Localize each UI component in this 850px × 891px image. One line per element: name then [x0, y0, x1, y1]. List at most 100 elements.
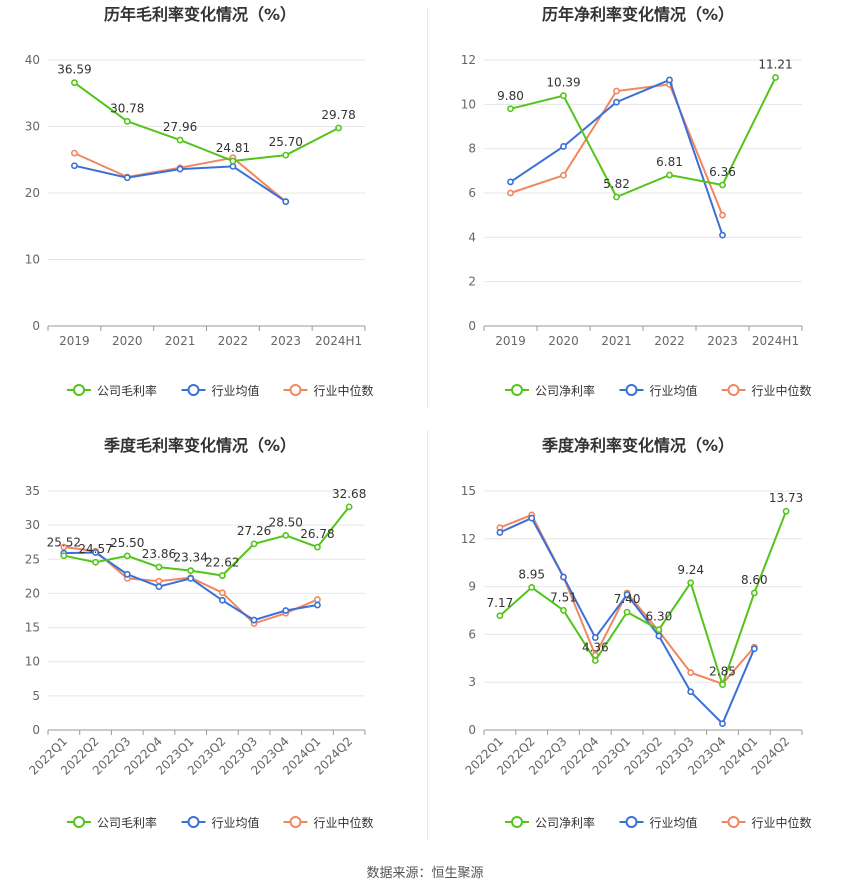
- source-note: 数据来源：恒生聚源: [366, 866, 484, 881]
- data-point: [71, 149, 78, 157]
- legend-item-3: 行业中位数: [721, 383, 812, 398]
- data-point: [218, 572, 226, 579]
- x-tick-label: 2024H1: [315, 334, 362, 348]
- data-label: 24.57: [78, 542, 112, 556]
- data-point: [155, 583, 163, 590]
- data-point: [528, 583, 536, 591]
- data-label: 22.62: [205, 556, 239, 570]
- data-point: [123, 570, 131, 578]
- y-tick-label: 2: [468, 275, 476, 289]
- legend-item-2: 行业均值: [181, 815, 260, 830]
- y-tick-label: 10: [461, 97, 476, 111]
- data-point: [507, 178, 514, 186]
- series-line-1: [73, 81, 340, 163]
- data-point: [782, 507, 790, 515]
- series-line-2: [499, 516, 756, 726]
- data-point: [218, 589, 226, 597]
- data-point: [719, 211, 726, 219]
- data-label: 7.51: [550, 590, 577, 604]
- data-point: [666, 76, 673, 84]
- chart-title: 季度净利率变化情况（%）: [541, 436, 734, 455]
- legend-item-2: 行业均值: [619, 815, 698, 830]
- legend-marker: [625, 816, 638, 828]
- data-label: 32.68: [332, 487, 366, 501]
- y-tick-label: 0: [468, 723, 476, 737]
- data-label: 13.73: [769, 491, 803, 505]
- data-point: [314, 601, 321, 609]
- legend-marker: [727, 384, 740, 396]
- legend-label: 公司净利率: [535, 815, 595, 830]
- data-label: 8.95: [518, 567, 545, 581]
- data-label: 6.36: [709, 165, 736, 179]
- legend-marker: [187, 384, 200, 396]
- y-tick-label: 0: [468, 319, 476, 333]
- data-point: [560, 606, 567, 614]
- x-tick-label: 2022: [218, 334, 249, 348]
- y-tick-label: 40: [25, 53, 40, 67]
- series-line-1: [499, 510, 788, 688]
- y-tick-label: 0: [32, 319, 40, 333]
- legend-marker: [289, 384, 302, 396]
- data-point: [623, 608, 631, 616]
- data-point: [92, 558, 99, 566]
- data-label: 5.82: [603, 177, 630, 191]
- legend-marker: [511, 816, 523, 828]
- legend-marker: [289, 816, 302, 828]
- data-point: [176, 165, 184, 173]
- data-point: [314, 596, 321, 603]
- data-point: [560, 573, 567, 581]
- legend-label: 公司毛利率: [97, 815, 157, 830]
- data-point: [345, 503, 353, 511]
- legend-label: 公司净利率: [535, 383, 595, 398]
- vertical-divider: [427, 430, 428, 840]
- data-label: 25.50: [110, 536, 144, 550]
- chart-title: 历年毛利率变化情况（%）: [104, 5, 296, 24]
- data-label: 8.60: [741, 573, 768, 587]
- data-point: [250, 616, 258, 624]
- legend-label: 行业中位数: [314, 815, 374, 830]
- legend-item-2: 行业均值: [181, 383, 260, 398]
- data-label: 2.85: [709, 665, 736, 679]
- data-point: [496, 529, 504, 536]
- data-label: 27.26: [237, 524, 271, 538]
- data-point: [507, 189, 514, 197]
- data-point: [772, 74, 779, 81]
- y-tick-label: 15: [25, 621, 40, 635]
- data-point: [282, 198, 290, 206]
- y-tick-label: 35: [25, 484, 40, 498]
- legend-marker: [511, 384, 523, 396]
- data-point: [719, 681, 726, 688]
- y-tick-label: 30: [25, 120, 40, 134]
- legend-item-3: 行业中位数: [283, 815, 374, 830]
- legend-item-2: 行业均值: [619, 383, 698, 398]
- data-point: [666, 171, 673, 179]
- y-tick-label: 30: [25, 518, 40, 532]
- data-point: [155, 563, 163, 571]
- y-tick-label: 9: [468, 580, 476, 594]
- data-label: 10.39: [546, 76, 580, 90]
- data-label: 6.30: [646, 610, 673, 624]
- legend-label: 行业中位数: [752, 383, 812, 398]
- data-point: [282, 531, 290, 539]
- data-point: [218, 596, 226, 604]
- data-point: [591, 634, 599, 641]
- data-point: [123, 117, 131, 125]
- vertical-divider: [427, 8, 428, 408]
- y-tick-label: 6: [468, 627, 476, 641]
- data-point: [528, 514, 536, 522]
- data-point: [719, 231, 726, 239]
- data-label: 9.24: [677, 563, 704, 577]
- chart-title: 季度毛利率变化情况（%）: [103, 436, 296, 455]
- data-point: [496, 612, 504, 620]
- data-point: [623, 591, 631, 598]
- chart-title: 历年净利率变化情况（%）: [542, 5, 734, 24]
- legend-item-3: 行业中位数: [721, 815, 812, 830]
- y-tick-label: 3: [468, 675, 476, 689]
- data-point: [229, 157, 237, 165]
- x-tick-label: 2019: [495, 334, 526, 348]
- data-label: 26.78: [300, 527, 334, 541]
- data-label: 23.34: [173, 551, 207, 565]
- x-tick-label: 2021: [601, 334, 632, 348]
- data-point: [176, 136, 184, 144]
- legend-label: 行业均值: [650, 383, 698, 398]
